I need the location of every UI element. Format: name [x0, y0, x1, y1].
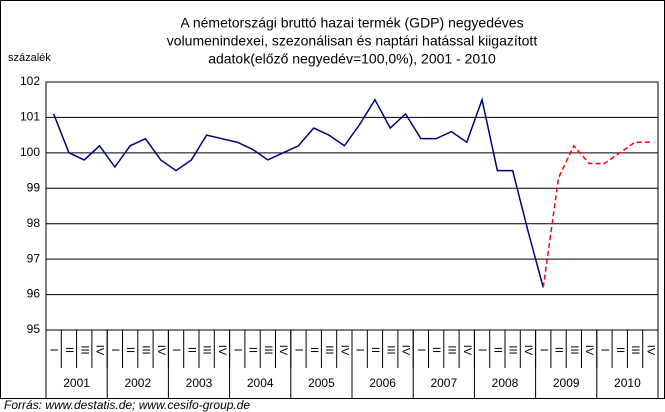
- x-tick-label: I: [476, 348, 488, 351]
- x-tick-label: I: [109, 348, 121, 351]
- x-tick-label: IV: [94, 345, 106, 356]
- x-tick-label: I: [231, 348, 243, 351]
- x-tick-label: III: [140, 345, 152, 354]
- x-tick-label: I: [415, 348, 427, 351]
- x-tick-label: I: [170, 348, 182, 351]
- chart-title: adatok(előző negyedév=100,0%), 2001 - 20…: [208, 51, 496, 67]
- x-tick-label: II: [308, 347, 320, 353]
- plot-area: [45, 81, 659, 331]
- y-tick-label: 99: [27, 180, 41, 194]
- x-tick-label: IV: [583, 345, 595, 356]
- x-tick-label: II: [614, 347, 626, 353]
- year-label: 2006: [369, 376, 396, 390]
- x-tick-label: II: [369, 347, 381, 353]
- y-axis-label: százalék: [8, 52, 51, 64]
- year-label: 2001: [63, 376, 90, 390]
- x-tick-label: III: [446, 345, 458, 354]
- x-tick-label: I: [599, 348, 611, 351]
- x-tick-label: III: [262, 345, 274, 354]
- y-tick-label: 102: [20, 74, 40, 88]
- year-label: 2003: [186, 376, 213, 390]
- x-tick-label: III: [507, 345, 519, 354]
- x-tick-label: II: [124, 347, 136, 353]
- x-tick-label: II: [491, 347, 503, 353]
- x-tick-label: II: [553, 347, 565, 353]
- x-tick-label: IV: [338, 345, 350, 356]
- chart-title: volumenindexei, szezonálisan és naptári …: [167, 33, 538, 49]
- x-tick-label: I: [354, 348, 366, 351]
- x-tick-label: IV: [644, 345, 656, 356]
- y-tick-label: 98: [27, 216, 41, 230]
- x-tick-label: III: [323, 345, 335, 354]
- year-label: 2005: [308, 376, 335, 390]
- year-label: 2009: [553, 376, 580, 390]
- y-tick-label: 97: [27, 251, 41, 265]
- x-tick-label: II: [185, 347, 197, 353]
- y-tick-label: 101: [20, 110, 40, 124]
- y-tick-label: 100: [20, 145, 40, 159]
- year-label: 2002: [124, 376, 151, 390]
- x-tick-label: III: [384, 345, 396, 354]
- y-tick-label: 96: [27, 287, 41, 301]
- x-tick-label: III: [201, 345, 213, 354]
- footnote: Forrás: www.destatis.de; www.cesifo-grou…: [4, 398, 250, 412]
- x-tick-label: III: [78, 345, 90, 354]
- year-label: 2008: [492, 376, 519, 390]
- x-tick-label: IV: [155, 345, 167, 356]
- x-tick-label: I: [293, 348, 305, 351]
- x-tick-label: II: [63, 347, 75, 353]
- chart-title: A németországi bruttó hazai termék (GDP)…: [180, 15, 523, 31]
- x-tick-label: I: [48, 348, 60, 351]
- x-tick-label: III: [629, 345, 641, 354]
- y-tick-label: 95: [27, 322, 41, 336]
- x-tick-label: II: [247, 347, 259, 353]
- x-tick-label: IV: [522, 345, 534, 356]
- series-line: [542, 141, 651, 288]
- x-tick-label: III: [568, 345, 580, 354]
- x-tick-label: I: [537, 348, 549, 351]
- x-tick-label: IV: [216, 345, 228, 356]
- x-tick-label: IV: [400, 345, 412, 356]
- x-tick-label: IV: [461, 345, 473, 356]
- year-label: 2010: [614, 376, 641, 390]
- series-line: [52, 96, 544, 288]
- x-tick-label: IV: [277, 345, 289, 356]
- x-tick-label: II: [430, 347, 442, 353]
- year-label: 2004: [247, 376, 274, 390]
- year-label: 2007: [430, 376, 457, 390]
